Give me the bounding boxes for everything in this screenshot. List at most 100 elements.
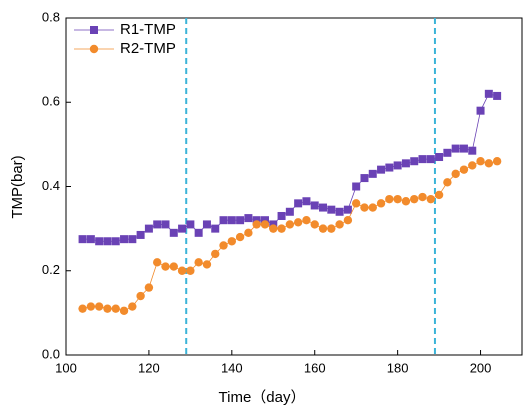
data-point	[493, 91, 502, 100]
data-point	[178, 224, 187, 233]
data-point	[194, 258, 203, 267]
data-point	[111, 304, 120, 313]
data-point	[78, 304, 87, 313]
data-point	[343, 205, 352, 214]
data-point	[144, 283, 154, 292]
data-point	[285, 207, 294, 216]
data-point	[484, 89, 493, 98]
data-point	[136, 230, 145, 239]
data-point	[351, 199, 361, 208]
y-tick-label: 0.0	[42, 346, 60, 361]
data-point	[252, 220, 261, 229]
data-point	[410, 157, 419, 166]
data-point	[111, 237, 120, 246]
data-point	[235, 232, 245, 242]
data-point	[343, 216, 353, 225]
data-point	[144, 224, 153, 233]
data-point	[451, 169, 460, 179]
data-point	[352, 182, 361, 191]
data-point	[153, 258, 162, 267]
data-point	[376, 199, 386, 208]
data-point	[335, 220, 344, 229]
data-point	[418, 192, 427, 202]
data-point	[418, 155, 427, 164]
data-point	[401, 197, 411, 206]
data-point	[202, 220, 211, 229]
x-tick-label: 140	[221, 360, 243, 375]
data-point	[219, 216, 228, 225]
data-point	[476, 106, 485, 115]
data-point	[492, 157, 502, 166]
y-axis-label: TMP(bar)	[9, 155, 26, 218]
data-point	[443, 148, 452, 157]
data-point	[327, 224, 336, 233]
data-point	[95, 237, 104, 246]
data-point	[161, 220, 170, 229]
x-tick-label: 160	[304, 360, 326, 375]
data-point	[385, 194, 394, 204]
data-point	[269, 224, 278, 233]
data-point	[476, 157, 485, 166]
data-point	[86, 302, 96, 311]
data-point	[86, 235, 95, 244]
data-point	[451, 144, 460, 153]
data-point	[360, 203, 369, 212]
data-point	[227, 237, 237, 246]
data-point	[302, 216, 311, 225]
data-point	[128, 235, 137, 244]
data-point	[318, 224, 328, 233]
data-point	[211, 249, 220, 259]
data-point	[211, 224, 220, 233]
y-tick-label: 0.4	[42, 178, 60, 193]
data-point	[177, 266, 187, 275]
data-point	[426, 194, 435, 204]
data-point	[360, 174, 369, 183]
data-point	[169, 262, 178, 271]
data-point	[202, 260, 212, 269]
data-point	[285, 220, 295, 229]
data-point	[153, 220, 162, 229]
data-point	[401, 159, 410, 168]
data-point	[277, 211, 286, 220]
data-point	[103, 237, 112, 246]
data-point	[368, 169, 377, 178]
data-point	[468, 161, 477, 170]
data-point	[260, 216, 269, 225]
data-point	[393, 161, 402, 170]
data-point	[120, 235, 129, 244]
data-point	[94, 302, 104, 311]
y-tick-label: 0.8	[42, 9, 60, 24]
data-point	[310, 220, 319, 229]
data-point	[236, 216, 245, 225]
data-point	[136, 291, 145, 301]
data-point	[434, 190, 444, 200]
data-point	[186, 266, 195, 275]
data-point	[435, 153, 444, 162]
data-point	[103, 304, 112, 313]
data-point	[293, 218, 303, 227]
data-point	[260, 220, 270, 229]
data-point	[426, 155, 435, 164]
data-point	[78, 235, 87, 244]
data-point	[443, 178, 452, 187]
legend-label: R2-TMP	[120, 40, 176, 57]
data-point	[302, 197, 311, 206]
y-tick-label: 0.2	[42, 262, 60, 277]
data-point	[244, 214, 253, 223]
x-tick-label: 200	[470, 360, 492, 375]
data-point	[459, 165, 469, 174]
legend-marker	[90, 26, 98, 34]
data-point	[468, 146, 477, 155]
x-tick-label: 180	[387, 360, 409, 375]
data-point	[161, 262, 170, 271]
x-tick-label: 100	[55, 360, 77, 375]
data-point	[119, 306, 129, 315]
data-point	[252, 216, 261, 225]
data-point	[269, 220, 278, 229]
legend-label: R1-TMP	[120, 21, 176, 38]
data-point	[335, 207, 344, 216]
legend-marker	[89, 44, 99, 54]
data-point	[459, 144, 468, 153]
data-point	[385, 163, 394, 172]
